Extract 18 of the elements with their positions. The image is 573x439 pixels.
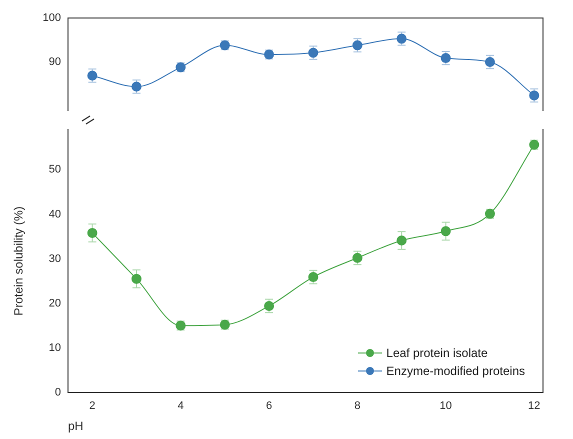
- x-tick-label: 6: [266, 400, 272, 412]
- x-axis-title: pH: [68, 419, 84, 434]
- y-tick-label: 50: [48, 164, 61, 176]
- text: Enzyme-modified proteins: [386, 364, 525, 378]
- x-tick-label: 2: [89, 400, 96, 412]
- y-tick-label: 20: [48, 297, 61, 310]
- y-tick-label: 40: [48, 208, 61, 220]
- x-tick-label: 12: [528, 400, 540, 412]
- y-tick-label: 90: [48, 56, 61, 68]
- y-tick-label: 0: [54, 386, 61, 398]
- y-tick-label: 30: [48, 252, 61, 265]
- x-tick-label: 10: [440, 400, 452, 412]
- y-tick-label: 10: [48, 342, 61, 354]
- x-tick-label: 4: [178, 400, 184, 412]
- x-tick-label: 8: [354, 400, 360, 412]
- legend-label: Leaf protein isolate: [386, 345, 488, 362]
- y-tick-label: 100: [42, 12, 61, 24]
- y-axis-title: Protein solubility (%): [12, 206, 26, 316]
